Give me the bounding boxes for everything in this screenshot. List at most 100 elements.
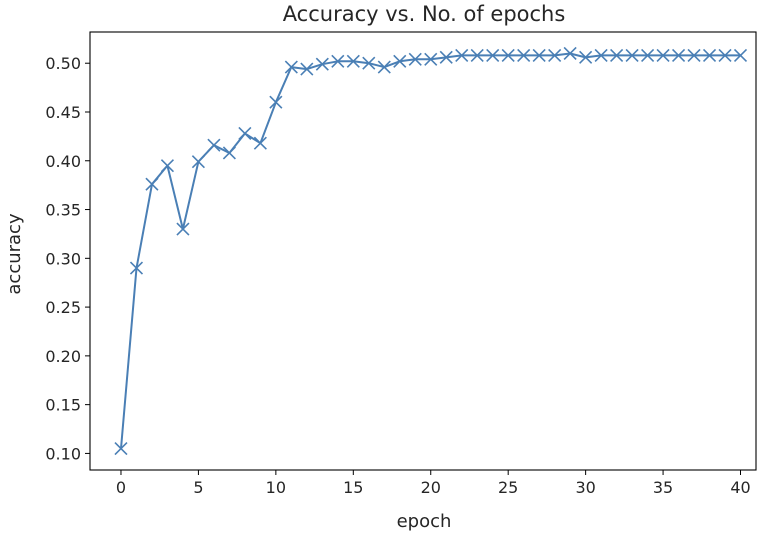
marker-stroke: [253, 136, 267, 150]
marker-stroke: [486, 48, 500, 62]
data-point-marker: [362, 56, 376, 70]
marker-stroke: [145, 177, 159, 191]
data-point-marker: [253, 136, 267, 150]
data-point-marker: [176, 222, 190, 236]
data-point-marker: [160, 159, 175, 173]
data-point-marker: [733, 48, 748, 62]
data-point-marker: [455, 48, 469, 62]
marker-stroke: [718, 48, 732, 62]
marker-stroke: [284, 60, 298, 74]
x-tick-label: 10: [266, 478, 286, 497]
y-tick-label: 0.30: [45, 249, 81, 268]
data-point-marker: [114, 441, 128, 456]
data-point-marker: [207, 138, 221, 152]
x-tick-label: 15: [343, 478, 363, 497]
marker-stroke: [315, 57, 329, 71]
x-tick-label: 30: [575, 478, 595, 497]
data-point-marker: [377, 60, 391, 74]
y-axis-label: accuracy: [4, 213, 25, 295]
x-tick-label: 25: [498, 478, 518, 497]
marker-stroke: [641, 48, 655, 62]
data-point-marker: [191, 155, 205, 169]
x-tick-label: 40: [730, 478, 750, 497]
data-point-marker: [470, 48, 484, 62]
x-tick-label: 35: [653, 478, 673, 497]
marker-stroke: [702, 48, 717, 62]
data-point-marker: [594, 48, 608, 62]
marker-stroke: [532, 48, 546, 62]
marker-stroke: [176, 222, 190, 236]
data-point-marker: [300, 62, 314, 76]
marker-stroke: [222, 146, 236, 160]
series-accuracy: [114, 46, 748, 456]
marker-stroke: [656, 48, 670, 62]
y-tick-label: 0.45: [45, 103, 81, 122]
marker-stroke: [269, 95, 283, 109]
data-point-marker: [718, 48, 732, 62]
marker-stroke: [470, 48, 484, 62]
x-tick-label: 20: [421, 478, 441, 497]
marker-stroke: [610, 48, 624, 62]
x-axis-label: epoch: [397, 511, 452, 532]
marker-stroke: [439, 50, 453, 64]
data-point-marker: [501, 48, 515, 62]
marker-stroke: [671, 48, 686, 62]
y-tick-label: 0.50: [45, 54, 81, 73]
marker-stroke: [517, 48, 531, 62]
marker-stroke: [594, 48, 608, 62]
marker-stroke: [191, 155, 205, 169]
data-point-marker: [563, 46, 577, 61]
marker-stroke: [160, 159, 175, 173]
marker-stroke: [129, 261, 144, 275]
data-point-marker: [517, 48, 531, 62]
y-axis-ticks: 0.10 0.15 0.20 0.25 0.30 0.35 0.40 0.45 0.50: [45, 54, 90, 463]
y-tick-label: 0.40: [45, 152, 81, 171]
data-point-marker: [346, 54, 360, 68]
marker-stroke: [625, 48, 639, 62]
data-point-marker: [129, 261, 144, 275]
data-point-marker: [238, 126, 252, 141]
marker-stroke: [331, 54, 345, 68]
data-point-marker: [269, 95, 283, 109]
plot-frame: [89, 31, 757, 471]
y-tick-label: 0.35: [45, 201, 81, 220]
data-point-marker: [222, 146, 236, 160]
marker-stroke: [455, 48, 469, 62]
data-point-marker: [393, 54, 407, 68]
marker-stroke: [393, 54, 407, 68]
data-point-marker: [579, 50, 593, 64]
data-point-marker: [671, 48, 686, 62]
y-tick-label: 0.20: [45, 347, 81, 366]
data-point-marker: [145, 177, 159, 191]
marker-stroke: [408, 52, 422, 66]
data-point-marker: [548, 48, 562, 62]
marker-stroke: [238, 126, 252, 141]
marker-stroke: [362, 56, 376, 70]
data-point-marker: [641, 48, 655, 62]
plot-area: [89, 31, 757, 471]
marker-stroke: [733, 48, 748, 62]
x-tick-label: 0: [116, 478, 126, 497]
marker-stroke: [207, 138, 221, 152]
marker-stroke: [563, 46, 577, 61]
data-point-marker: [424, 52, 438, 66]
y-tick-label: 0.10: [45, 444, 81, 463]
x-tick-label: 5: [193, 478, 203, 497]
data-point-marker: [532, 48, 546, 62]
marker-stroke: [346, 54, 360, 68]
data-point-marker: [284, 60, 298, 74]
y-tick-label: 0.15: [45, 396, 81, 415]
data-point-marker: [439, 50, 453, 64]
marker-stroke: [687, 48, 701, 62]
y-tick-label: 0.25: [45, 298, 81, 317]
data-point-marker: [656, 48, 670, 62]
marker-stroke: [501, 48, 515, 62]
data-point-marker: [408, 52, 422, 66]
marker-stroke: [579, 50, 593, 64]
data-point-marker: [702, 48, 717, 62]
data-point-marker: [331, 54, 345, 68]
marker-stroke: [300, 62, 314, 76]
data-point-marker: [687, 48, 701, 62]
chart-title: Accuracy vs. No. of epochs: [283, 2, 566, 26]
